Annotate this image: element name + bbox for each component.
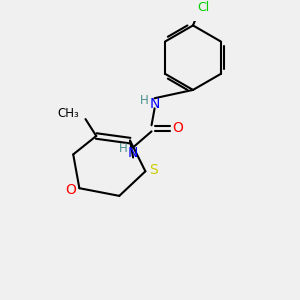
Text: O: O: [65, 183, 76, 197]
Text: Cl: Cl: [197, 1, 209, 13]
Text: O: O: [172, 121, 183, 135]
Text: CH₃: CH₃: [58, 107, 80, 120]
Text: S: S: [150, 163, 158, 177]
Text: H: H: [119, 142, 128, 155]
Text: N: N: [149, 97, 160, 111]
Text: H: H: [140, 94, 148, 106]
Text: N: N: [127, 146, 138, 160]
